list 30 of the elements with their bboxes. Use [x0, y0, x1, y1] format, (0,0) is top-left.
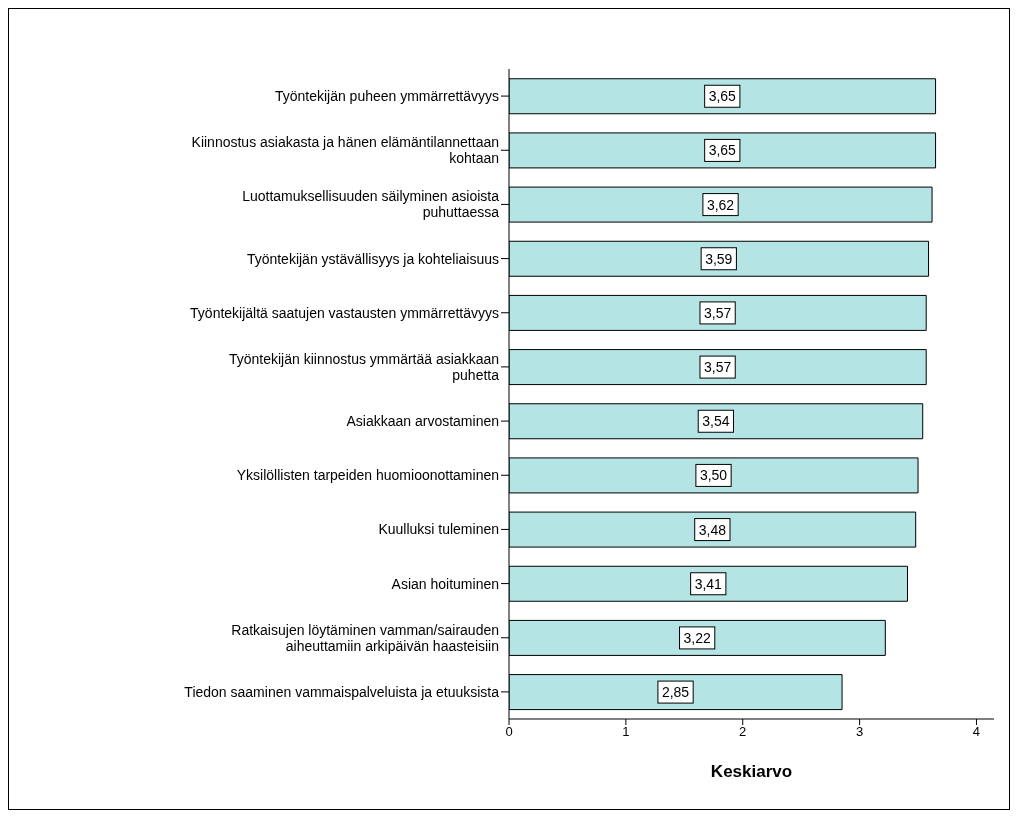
y-tick-label: Työntekijältä saatujen vastausten ymmärrettävyys [190, 304, 499, 321]
data-label: 3,62 [706, 196, 735, 213]
data-label: 3,41 [694, 575, 723, 592]
data-label: 3,57 [703, 304, 732, 321]
data-label: 3,57 [703, 359, 732, 376]
x-axis-title: Keskiarvo [710, 762, 793, 781]
y-tick-label: Asiakkaan arvostaminen [346, 413, 499, 430]
data-label: 2,85 [661, 684, 690, 701]
x-tick-label: 3 [855, 724, 864, 740]
y-tick-label: Työntekijän kiinnostus ymmärtää asiakkaan puhetta [228, 350, 500, 383]
y-tick-label: Työntekijän puheen ymmärrettävyys [274, 88, 499, 105]
x-tick-label: 2 [739, 724, 747, 740]
y-tick-label: Ratkaisujen löytäminen vamman/sairauden aiheuttamiin arkipäivän haasteisiin [231, 621, 499, 654]
y-tick-label: Asian hoituminen [391, 575, 499, 592]
x-tick-label: 4 [972, 724, 981, 740]
data-label: 3,48 [698, 521, 727, 538]
y-tick-label: Tiedon saaminen vammaispalveluista ja etuuksista [184, 683, 500, 700]
data-label: 3,65 [708, 88, 737, 105]
x-tick-label: 0 [505, 724, 513, 740]
data-label: 3,59 [705, 250, 733, 267]
data-label: 3,65 [708, 142, 737, 159]
data-label: 3,22 [683, 629, 711, 646]
data-label: 3,54 [702, 413, 730, 430]
y-tick-label: Luottamuksellisuuden säilyminen asioista puhuttaessa [242, 188, 500, 221]
y-tick-label: Työntekijän ystävällisyys ja kohteliaisuus [246, 250, 499, 267]
y-tick-label: Yksilöllisten tarpeiden huomioonottaminen [236, 467, 499, 484]
x-tick-label: 1 [622, 724, 630, 740]
y-tick-label: Kuulluksi tuleminen [378, 521, 499, 538]
data-label: 3,50 [699, 467, 728, 484]
y-tick-label: Kiinnostus asiakasta ja hänen elämäntilannettaan kohtaan [191, 134, 499, 167]
